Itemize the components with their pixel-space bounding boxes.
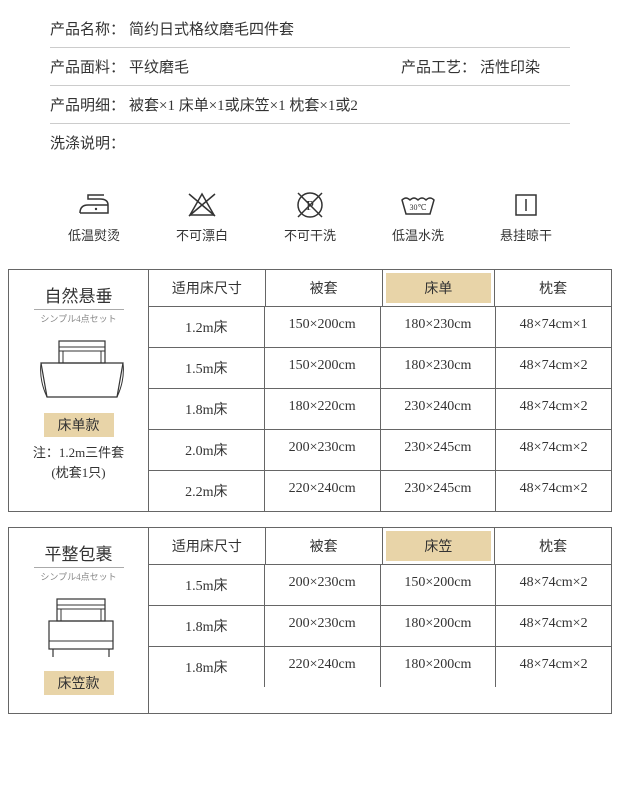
material-label: 产品面料： — [50, 56, 125, 77]
table-cell: 2.2m床 — [149, 471, 265, 511]
table-cell: 48×74cm×2 — [496, 471, 611, 511]
table-cell: 2.0m床 — [149, 430, 265, 470]
care-label: 不可干洗 — [284, 225, 336, 244]
material-value: 平纹磨毛 — [129, 56, 189, 77]
style-tag: 床单款 — [44, 413, 114, 437]
table-header-row: 适用床尺寸被套床笠枕套 — [149, 528, 611, 565]
name-value: 简约日式格纹磨毛四件套 — [129, 18, 294, 39]
table-cell: 48×74cm×1 — [496, 307, 611, 347]
care-item-wash: 30℃ 低温水洗 — [392, 191, 444, 244]
table-cell: 1.2m床 — [149, 307, 265, 347]
table-cell: 220×240cm — [265, 471, 381, 511]
details-label: 产品明细： — [50, 94, 125, 115]
left-title: 自然悬垂 — [45, 282, 113, 307]
table-cell: 200×230cm — [265, 606, 381, 646]
table-left-panel: 自然悬垂 シンプル4点セット 床单款 注：1.2m三件套 (枕套1只) — [9, 270, 149, 511]
table-cell: 1.5m床 — [149, 348, 265, 388]
table-left-panel: 平整包裹 シンプル4点セット 床笠款 — [9, 528, 149, 713]
size-table-fitted-sheet: 平整包裹 シンプル4点セット 床笠款 适用床尺寸被套床笠枕套1.5m床200×2… — [8, 527, 612, 714]
table-cell: 1.5m床 — [149, 565, 265, 605]
table-header-cell: 适用床尺寸 — [149, 270, 266, 306]
table-cell: 150×200cm — [265, 307, 381, 347]
craft-label: 产品工艺： — [401, 56, 476, 77]
table-cell: 48×74cm×2 — [496, 647, 611, 687]
table-cell: 200×230cm — [265, 430, 381, 470]
table-row: 1.8m床180×220cm230×240cm48×74cm×2 — [149, 389, 611, 430]
table-row: 1.2m床150×200cm180×230cm48×74cm×1 — [149, 307, 611, 348]
table-cell: 1.8m床 — [149, 606, 265, 646]
table-cell: 230×245cm — [381, 430, 497, 470]
table-grid: 适用床尺寸被套床单枕套1.2m床150×200cm180×230cm48×74c… — [149, 270, 611, 511]
table-row: 2.2m床220×240cm230×245cm48×74cm×2 — [149, 471, 611, 511]
care-label: 低温水洗 — [392, 225, 444, 244]
table-cell: 180×220cm — [265, 389, 381, 429]
hang-dry-icon — [506, 191, 546, 219]
info-row-details: 产品明细： 被套×1 床单×1或床笠×1 枕套×1或2 — [50, 86, 570, 124]
table-cell: 1.8m床 — [149, 647, 265, 687]
table-cell: 230×240cm — [381, 389, 497, 429]
table-grid: 适用床尺寸被套床笠枕套1.5m床200×230cm150×200cm48×74c… — [149, 528, 611, 713]
care-item-hang: 悬挂晾干 — [500, 191, 552, 244]
bed-flat-illustration — [29, 335, 129, 405]
wash-temp-icon: 30℃ — [398, 191, 438, 219]
table-cell: 48×74cm×2 — [496, 430, 611, 470]
iron-icon — [74, 191, 114, 219]
table-cell: 180×200cm — [381, 606, 497, 646]
table-row: 1.8m床220×240cm180×200cm48×74cm×2 — [149, 647, 611, 687]
care-icons-row: 低温熨烫 不可漂白 P 不可干洗 30℃ 低温水洗 悬挂晾干 — [0, 181, 620, 254]
no-dryclean-icon: P — [290, 191, 330, 219]
table-cell: 180×200cm — [381, 647, 497, 687]
care-label: 低温熨烫 — [68, 225, 120, 244]
info-row-material: 产品面料： 平纹磨毛 产品工艺： 活性印染 — [50, 48, 570, 86]
table-header-cell: 床单 — [386, 273, 492, 303]
table-cell: 48×74cm×2 — [496, 348, 611, 388]
table-header-row: 适用床尺寸被套床单枕套 — [149, 270, 611, 307]
craft-value: 活性印染 — [480, 56, 540, 77]
care-item-bleach: 不可漂白 — [176, 191, 228, 244]
table-cell: 48×74cm×2 — [496, 606, 611, 646]
table-cell: 180×230cm — [381, 307, 497, 347]
left-subtitle: シンプル4点セット — [34, 567, 124, 583]
table-row: 1.5m床200×230cm150×200cm48×74cm×2 — [149, 565, 611, 606]
table-row: 1.8m床200×230cm180×200cm48×74cm×2 — [149, 606, 611, 647]
no-bleach-icon — [182, 191, 222, 219]
details-value: 被套×1 床单×1或床笠×1 枕套×1或2 — [129, 94, 358, 115]
care-label: 悬挂晾干 — [500, 225, 552, 244]
table-cell: 200×230cm — [265, 565, 381, 605]
table-header-cell: 适用床尺寸 — [149, 528, 266, 564]
table-header-cell: 床笠 — [386, 531, 492, 561]
care-item-iron: 低温熨烫 — [68, 191, 120, 244]
table-cell: 150×200cm — [381, 565, 497, 605]
table-cell: 1.8m床 — [149, 389, 265, 429]
care-item-dryclean: P 不可干洗 — [284, 191, 336, 244]
table-header-cell: 枕套 — [495, 528, 611, 564]
table-cell: 150×200cm — [265, 348, 381, 388]
table-header-cell: 被套 — [266, 270, 383, 306]
left-subtitle: シンプル4点セット — [34, 309, 124, 325]
table-cell: 48×74cm×2 — [496, 565, 611, 605]
table-cell: 180×230cm — [381, 348, 497, 388]
table-cell: 48×74cm×2 — [496, 389, 611, 429]
left-title: 平整包裹 — [45, 540, 113, 565]
table-row: 1.5m床150×200cm180×230cm48×74cm×2 — [149, 348, 611, 389]
table-cell: 230×245cm — [381, 471, 497, 511]
size-table-flat-sheet: 自然悬垂 シンプル4点セット 床单款 注：1.2m三件套 (枕套1只) 适用床尺… — [8, 269, 612, 512]
info-row-wash: 洗涤说明： — [50, 124, 570, 161]
care-label: 不可漂白 — [176, 225, 228, 244]
table-row: 2.0m床200×230cm230×245cm48×74cm×2 — [149, 430, 611, 471]
table-header-cell: 枕套 — [495, 270, 611, 306]
bed-fitted-illustration — [29, 593, 129, 663]
svg-text:30℃: 30℃ — [409, 203, 426, 212]
info-row-name: 产品名称： 简约日式格纹磨毛四件套 — [50, 10, 570, 48]
product-info: 产品名称： 简约日式格纹磨毛四件套 产品面料： 平纹磨毛 产品工艺： 活性印染 … — [0, 10, 620, 161]
name-label: 产品名称： — [50, 18, 125, 39]
table-cell: 220×240cm — [265, 647, 381, 687]
style-tag: 床笠款 — [44, 671, 114, 695]
left-note: 注：1.2m三件套 (枕套1只) — [33, 443, 124, 482]
table-header-cell: 被套 — [266, 528, 383, 564]
wash-label: 洗涤说明： — [50, 132, 125, 153]
